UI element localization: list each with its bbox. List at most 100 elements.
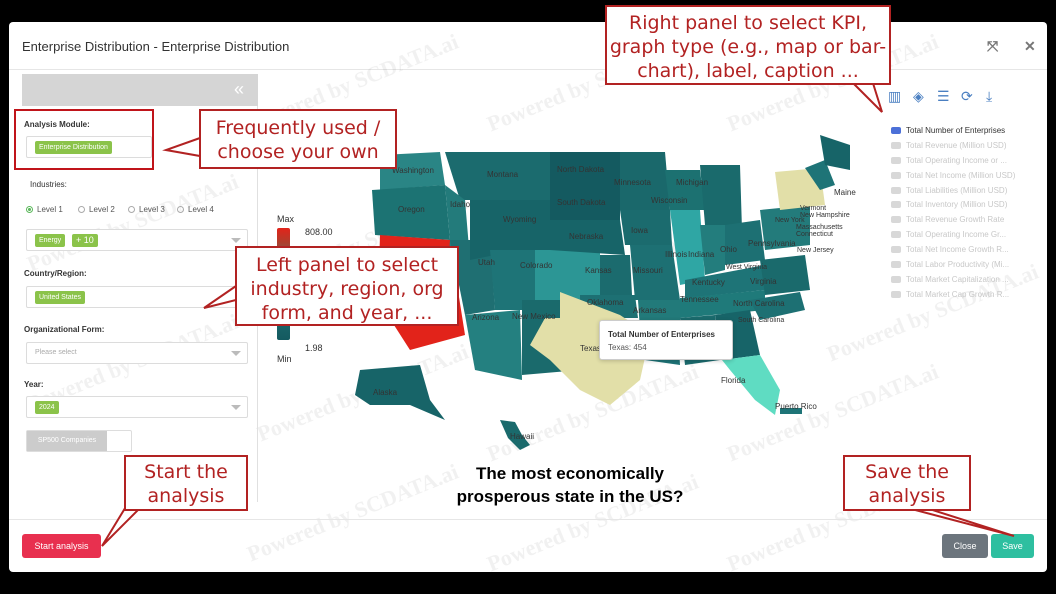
kpi-item[interactable]: Total Market Cap Growth R... — [891, 290, 1036, 305]
kpi-item[interactable]: Total Net Income Growth R... — [891, 245, 1036, 260]
level-4-radio[interactable]: Level 4 — [177, 205, 214, 214]
state-south-dakota[interactable] — [550, 185, 620, 220]
close-icon[interactable]: ✕ — [1024, 38, 1036, 54]
state-label: Montana — [487, 170, 519, 179]
state-arizona[interactable] — [465, 310, 522, 380]
state-maine[interactable] — [820, 135, 850, 170]
kpi-item[interactable]: Total Operating Income Gr... — [891, 230, 1036, 245]
state-hawaii[interactable] — [500, 420, 530, 450]
start-analysis-button[interactable]: Start analysis — [22, 534, 101, 558]
state-label: North Dakota — [557, 165, 605, 174]
state-label: Washington — [392, 166, 434, 175]
state-label: Arkansas — [633, 306, 667, 315]
state-puerto-rico[interactable] — [780, 408, 802, 414]
bar-chart-icon[interactable]: ▥ — [888, 88, 902, 104]
state-new-england[interactable] — [805, 160, 835, 190]
state-florida[interactable] — [722, 355, 780, 415]
kpi-item[interactable]: Total Net Income (Million USD) — [891, 171, 1036, 186]
state-montana[interactable] — [445, 152, 550, 200]
kpi-legend-list: Total Number of Enterprises Total Revenu… — [891, 126, 1036, 305]
state-label: Minnesota — [614, 178, 651, 187]
org-form-placeholder: Please select — [35, 349, 77, 356]
kpi-item[interactable]: Total Liabilities (Million USD) — [891, 186, 1036, 201]
state-kentucky[interactable] — [685, 265, 765, 298]
state-oregon[interactable] — [372, 185, 450, 240]
close-button[interactable]: Close — [942, 534, 988, 558]
download-icon[interactable]: ⤓ — [986, 88, 993, 104]
org-form-select[interactable]: Please select — [26, 342, 248, 364]
state-label: Hawaii — [510, 432, 535, 441]
state-label: Vermont — [800, 205, 827, 212]
state-carolinas[interactable] — [750, 292, 805, 320]
state-wisconsin[interactable] — [665, 170, 705, 210]
state-label: Puerto Rico — [775, 402, 817, 411]
kpi-item[interactable]: Total Revenue (Million USD) — [891, 141, 1036, 156]
state-nebraska[interactable] — [550, 220, 625, 255]
tag-icon[interactable]: ◈ — [913, 88, 924, 104]
industries-select[interactable]: Energy + 10 — [26, 229, 248, 251]
state-pennsylvania[interactable] — [760, 205, 810, 250]
state-alaska[interactable] — [355, 365, 445, 420]
state-nevada[interactable] — [450, 240, 495, 315]
annotation-save: Save the analysis — [843, 455, 971, 511]
analysis-module-label: Analysis Module: — [24, 120, 90, 129]
state-label: Texas — [580, 344, 601, 353]
state-colorado[interactable] — [535, 250, 600, 300]
state-label: Ohio — [720, 245, 737, 254]
state-ohio[interactable] — [725, 220, 765, 265]
state-label: South Dakota — [557, 198, 606, 207]
state-label: Missouri — [633, 266, 663, 275]
caption-line-1: The most economically — [476, 464, 664, 483]
level-1-radio[interactable]: Level 1 — [26, 205, 63, 214]
kpi-item[interactable]: Total Number of Enterprises — [891, 126, 1036, 141]
sp500-toggle[interactable]: SP500 Companies — [26, 430, 132, 452]
save-button[interactable]: Save — [991, 534, 1034, 558]
chevron-down-icon — [231, 405, 241, 410]
footer-divider — [9, 519, 1047, 520]
table-icon[interactable]: ☰ — [937, 88, 950, 104]
kpi-item[interactable]: Total Labor Productivity (Mi... — [891, 260, 1036, 275]
country-tag: United States — [35, 291, 86, 304]
state-wyoming[interactable] — [470, 200, 550, 260]
state-kansas[interactable] — [600, 255, 632, 298]
kpi-item[interactable]: Total Inventory (Million USD) — [891, 200, 1036, 215]
state-label: Florida — [721, 376, 746, 385]
state-virginia[interactable] — [760, 255, 810, 295]
level-3-radio[interactable]: Level 3 — [128, 205, 165, 214]
state-label: Idaho — [450, 200, 471, 209]
analysis-module-select[interactable]: Enterprise Distribution — [26, 136, 152, 158]
annotation-module: Frequently used / choose your own — [199, 109, 397, 169]
state-utah[interactable] — [490, 250, 535, 310]
level-2-radio[interactable]: Level 2 — [78, 205, 115, 214]
state-label: Indiana — [688, 250, 715, 259]
kpi-item[interactable]: Total Market Capitalization ... — [891, 275, 1036, 290]
tooltip-title: Total Number of Enterprises — [608, 330, 715, 339]
state-label: Connecticut — [796, 231, 833, 238]
state-label: New Mexico — [512, 312, 556, 321]
state-label: Arizona — [472, 313, 500, 322]
collapse-panel-icon[interactable]: « — [233, 79, 244, 99]
state-missouri[interactable] — [630, 245, 680, 300]
annotation-kpi-panel: Right panel to select KPI, graph type (e… — [605, 5, 891, 85]
year-select[interactable]: 2024 — [26, 396, 248, 418]
chevron-down-icon — [231, 238, 241, 243]
state-label: New Jersey — [797, 247, 834, 254]
state-label: Virginia — [750, 277, 777, 286]
map-tooltip: Total Number of Enterprises Texas: 454 — [599, 320, 733, 360]
state-label: Massachusetts — [796, 224, 843, 231]
country-select[interactable]: United States — [26, 286, 248, 308]
state-label: West Virginia — [726, 264, 767, 271]
kpi-item[interactable]: Total Revenue Growth Rate — [891, 215, 1036, 230]
state-indiana[interactable] — [700, 225, 725, 275]
state-minnesota[interactable] — [620, 152, 670, 210]
state-illinois[interactable] — [670, 210, 705, 285]
legend-min-label: Min — [277, 354, 292, 364]
state-label: Colorado — [520, 261, 553, 270]
kpi-item[interactable]: Total Operating Income or ... — [891, 156, 1036, 171]
state-michigan[interactable] — [700, 165, 742, 230]
fullscreen-icon[interactable]: ⤧ — [987, 38, 999, 54]
refresh-icon[interactable]: ⟳ — [961, 88, 973, 104]
state-iowa[interactable] — [620, 210, 672, 245]
state-north-dakota[interactable] — [550, 152, 620, 185]
dialog-header: Enterprise Distribution - Enterprise Dis… — [9, 22, 1047, 70]
